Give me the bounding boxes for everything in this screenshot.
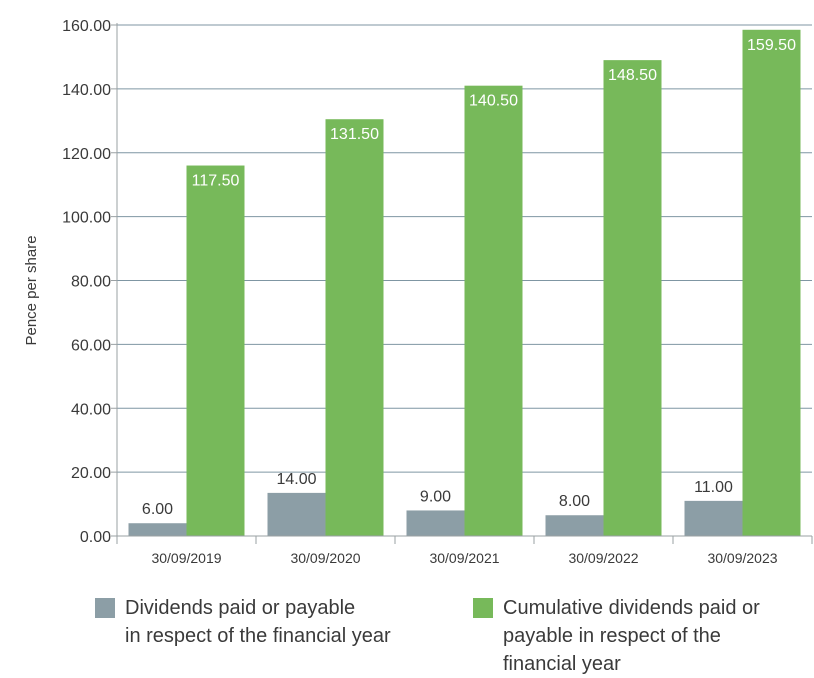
y-axis-ticks: 0.00 20.00 40.00 60.00 80.00 100.00 120.00 140.…	[62, 18, 117, 546]
data-label-cumulative: 117.50	[192, 173, 240, 190]
bar-dividends	[267, 492, 326, 536]
y-tick-label: 60.00	[71, 337, 111, 354]
data-label-dividends: 14.00	[276, 471, 316, 488]
bar-cumulative	[742, 29, 801, 537]
y-tick-label: 0.00	[80, 529, 111, 546]
legend-swatch-cumulative	[473, 598, 493, 618]
legend-label-dividends: Dividends paid or payable in respect of …	[125, 597, 391, 647]
data-label-dividends: 11.00	[694, 479, 733, 496]
data-label-dividends: 9.00	[420, 488, 451, 505]
y-axis-label: Pence per share	[23, 235, 40, 345]
y-tick-label: 100.00	[62, 210, 111, 227]
data-label-dividends: 6.00	[142, 501, 173, 518]
data-label-cumulative: 148.50	[608, 67, 657, 84]
y-tick-label: 80.00	[71, 274, 111, 291]
dividends-chart: 0.00 20.00 40.00 60.00 80.00 100.00 120.00 140.…	[23, 18, 813, 566]
legend-swatch-dividends	[95, 598, 115, 618]
y-tick-label: 20.00	[71, 465, 111, 482]
x-tick-label: 30/09/2019	[151, 550, 221, 566]
y-tick-label: 160.00	[62, 18, 111, 35]
bar-dividends	[684, 500, 743, 536]
y-tick-label: 40.00	[71, 401, 111, 418]
bar-cumulative	[603, 60, 662, 536]
data-label-cumulative: 159.50	[747, 37, 796, 54]
x-tick-label: 30/09/2020	[290, 550, 360, 566]
y-tick-label: 140.00	[62, 82, 111, 99]
data-label-cumulative: 131.50	[330, 126, 379, 143]
y-tick-label: 120.00	[62, 146, 111, 163]
bar-cumulative	[464, 85, 523, 537]
bars: 6.00 117.50 14.00 131.50 9.00 140.50 8.00 148.5…	[128, 29, 801, 537]
x-axis-ticks: 30/09/2019 30/09/2020 30/09/2021 30/09/2022…	[116, 536, 813, 566]
bar-dividends	[128, 523, 187, 536]
legend-label-cumulative: Cumulative dividends paid or payable in …	[503, 597, 760, 675]
bar-cumulative	[186, 165, 245, 536]
x-tick-label: 30/09/2021	[429, 550, 499, 566]
bar-cumulative	[325, 119, 384, 536]
x-tick-label: 30/09/2023	[707, 550, 777, 566]
data-label-cumulative: 140.50	[469, 93, 518, 110]
bar-dividends	[406, 510, 465, 536]
x-tick-label: 30/09/2022	[568, 550, 638, 566]
bar-dividends	[545, 515, 604, 536]
data-label-dividends: 8.00	[559, 493, 590, 510]
